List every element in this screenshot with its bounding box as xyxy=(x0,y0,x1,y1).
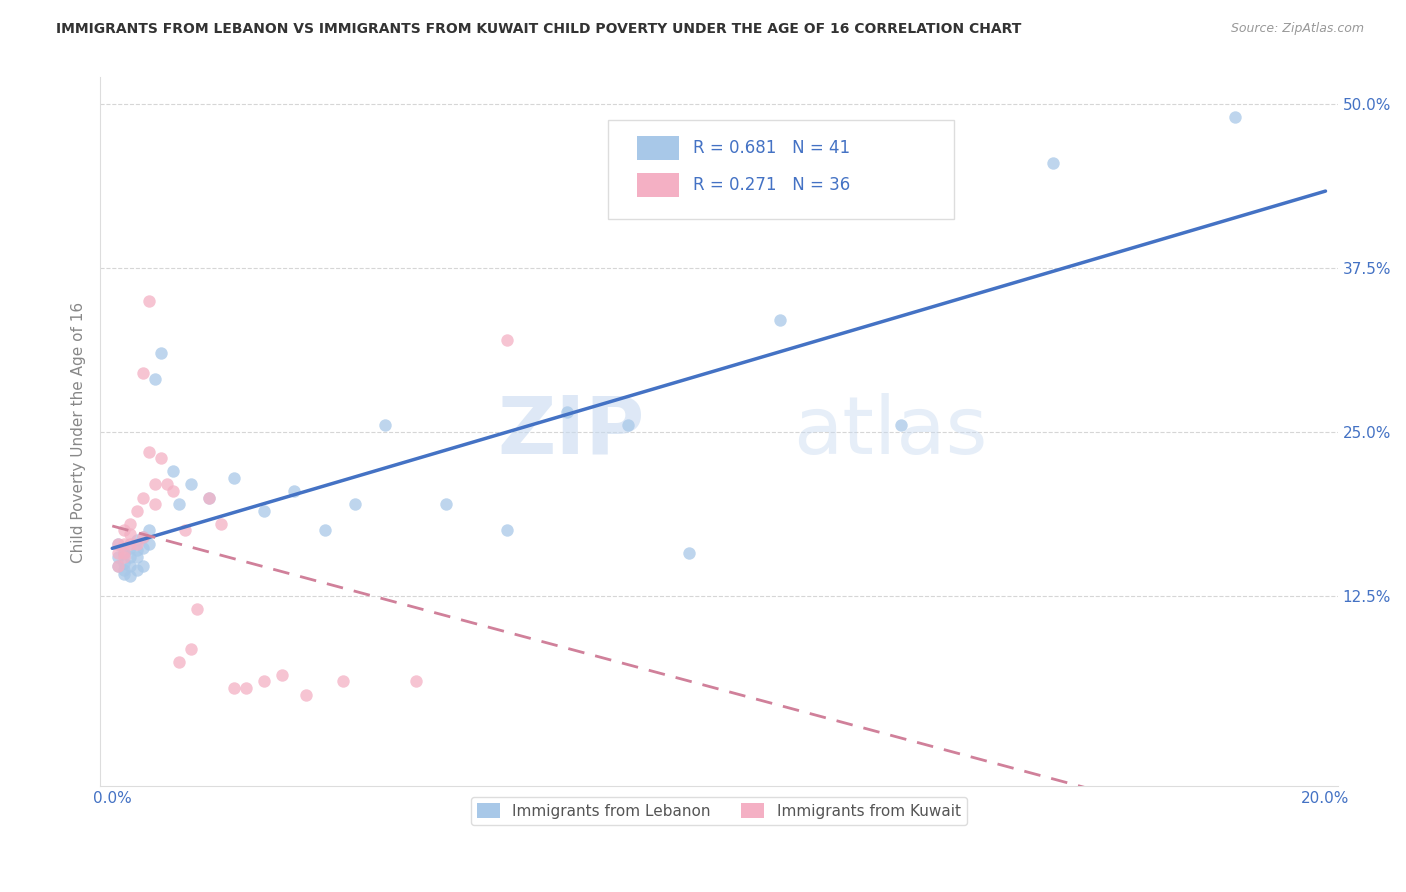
Point xyxy=(271,668,294,682)
Point xyxy=(125,533,148,547)
Legend: Immigrants from Lebanon, Immigrants from Kuwait: Immigrants from Lebanon, Immigrants from… xyxy=(471,797,967,825)
Point xyxy=(112,563,135,577)
Point xyxy=(138,293,160,308)
Point xyxy=(495,333,517,347)
Point xyxy=(198,491,221,505)
Point xyxy=(1042,155,1064,169)
Point xyxy=(149,451,172,466)
Point xyxy=(167,497,190,511)
Point xyxy=(120,527,142,541)
Point xyxy=(107,558,129,573)
Point xyxy=(112,549,135,564)
Point xyxy=(112,546,135,560)
Point xyxy=(120,549,142,564)
Point xyxy=(890,418,912,433)
Point xyxy=(162,464,184,478)
Point xyxy=(211,516,233,531)
Point xyxy=(125,543,148,558)
Point xyxy=(143,497,166,511)
Point xyxy=(149,346,172,360)
Point xyxy=(180,641,202,656)
Point xyxy=(120,536,142,550)
Point xyxy=(374,418,396,433)
Point xyxy=(112,556,135,570)
Point xyxy=(131,366,153,380)
Point xyxy=(125,563,148,577)
Point xyxy=(295,688,318,702)
Point xyxy=(495,524,517,538)
FancyBboxPatch shape xyxy=(607,120,955,219)
Point xyxy=(222,681,245,695)
Point xyxy=(112,566,135,581)
Text: ZIP: ZIP xyxy=(498,393,644,471)
Point xyxy=(131,541,153,555)
Point xyxy=(131,530,153,544)
Point xyxy=(125,504,148,518)
Point xyxy=(131,530,153,544)
Point xyxy=(1223,110,1246,124)
Text: atlas: atlas xyxy=(793,393,987,471)
Point xyxy=(120,569,142,583)
Point xyxy=(186,602,208,616)
Point xyxy=(617,418,640,433)
Point xyxy=(314,524,336,538)
Point xyxy=(107,549,129,564)
Point xyxy=(180,477,202,491)
Point xyxy=(253,504,276,518)
Point xyxy=(332,674,354,689)
Point xyxy=(125,549,148,564)
Point xyxy=(107,536,129,550)
Point xyxy=(143,372,166,386)
Point xyxy=(120,558,142,573)
Point xyxy=(112,536,135,550)
Point xyxy=(125,536,148,550)
Point xyxy=(131,491,153,505)
Point xyxy=(107,536,129,550)
Point xyxy=(405,674,427,689)
Point xyxy=(143,477,166,491)
Point xyxy=(167,655,190,669)
FancyBboxPatch shape xyxy=(637,173,679,197)
Point xyxy=(198,491,221,505)
Point xyxy=(174,524,197,538)
Point xyxy=(107,558,129,573)
Text: IMMIGRANTS FROM LEBANON VS IMMIGRANTS FROM KUWAIT CHILD POVERTY UNDER THE AGE OF: IMMIGRANTS FROM LEBANON VS IMMIGRANTS FR… xyxy=(56,22,1022,37)
Point xyxy=(222,471,245,485)
Point xyxy=(555,405,578,419)
Point xyxy=(235,681,257,695)
Point xyxy=(138,536,160,550)
Point xyxy=(131,558,153,573)
Text: R = 0.681   N = 41: R = 0.681 N = 41 xyxy=(693,139,851,157)
Point xyxy=(156,477,179,491)
Y-axis label: Child Poverty Under the Age of 16: Child Poverty Under the Age of 16 xyxy=(72,301,86,563)
Text: Source: ZipAtlas.com: Source: ZipAtlas.com xyxy=(1230,22,1364,36)
Point xyxy=(138,524,160,538)
Point xyxy=(434,497,457,511)
Point xyxy=(283,483,305,498)
Point xyxy=(120,516,142,531)
Point xyxy=(162,483,184,498)
Point xyxy=(112,524,135,538)
Point xyxy=(768,313,790,327)
Point xyxy=(138,444,160,458)
Text: R = 0.271   N = 36: R = 0.271 N = 36 xyxy=(693,177,851,194)
Point xyxy=(678,546,700,560)
Point xyxy=(112,546,135,560)
Point xyxy=(107,546,129,560)
Point xyxy=(343,497,366,511)
Point xyxy=(253,674,276,689)
Point xyxy=(120,541,142,555)
FancyBboxPatch shape xyxy=(637,136,679,161)
